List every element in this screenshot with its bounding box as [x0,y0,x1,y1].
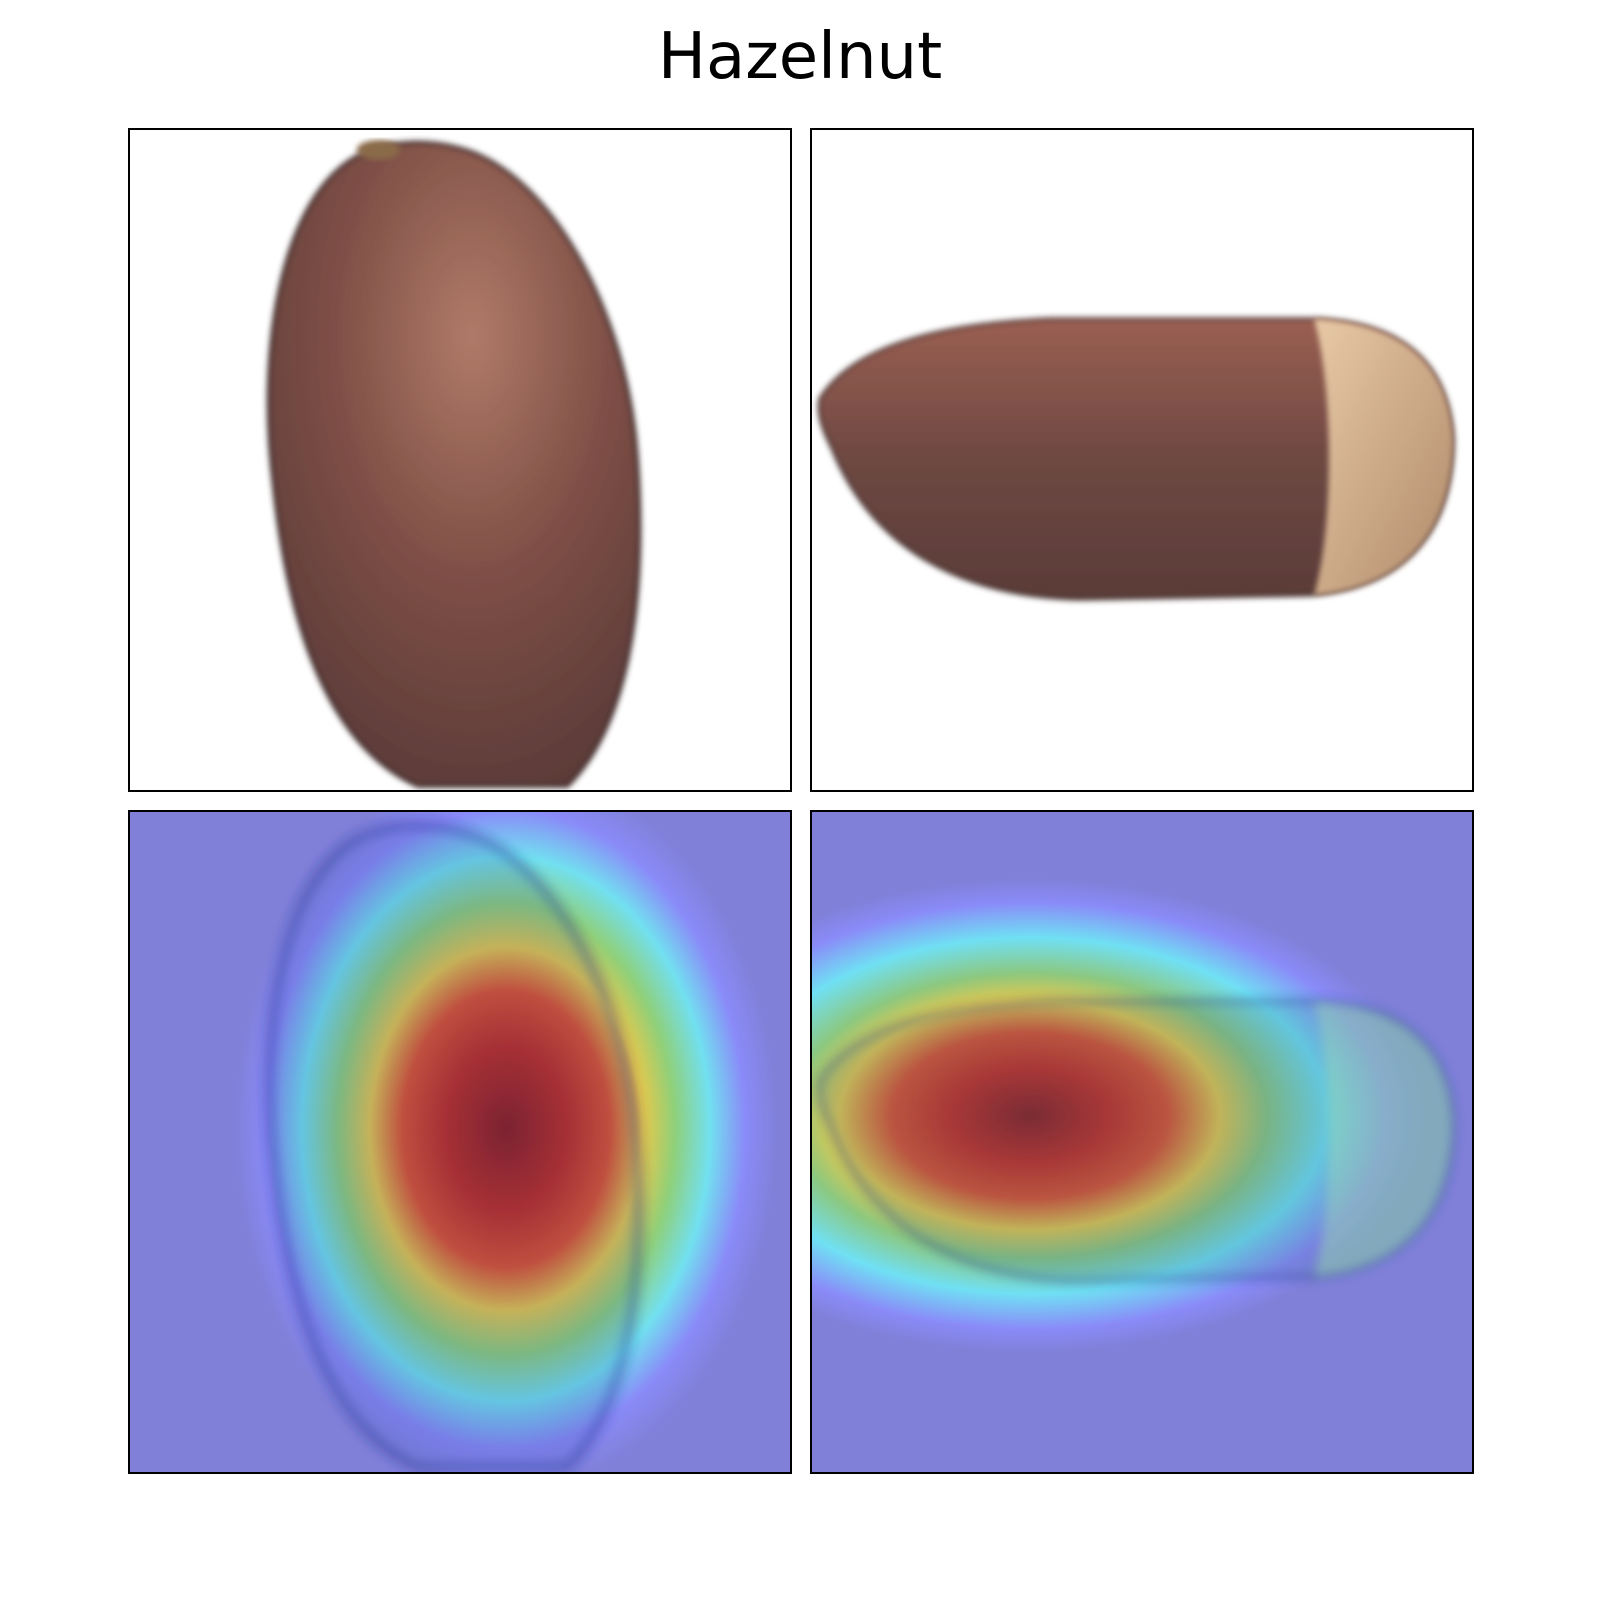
vertical-hazelnut-photo [130,130,790,790]
horizontal-hazelnut-heatmap [812,812,1472,1472]
original-image-panel-vertical [128,128,792,792]
heatmap-panel-horizontal [810,810,1474,1474]
vertical-hazelnut-heatmap [130,812,790,1472]
heatmap-panel-vertical [128,810,792,1474]
figure-title: Hazelnut [657,20,943,94]
original-image-panel-horizontal [810,128,1474,792]
horizontal-hazelnut-photo [812,130,1472,790]
